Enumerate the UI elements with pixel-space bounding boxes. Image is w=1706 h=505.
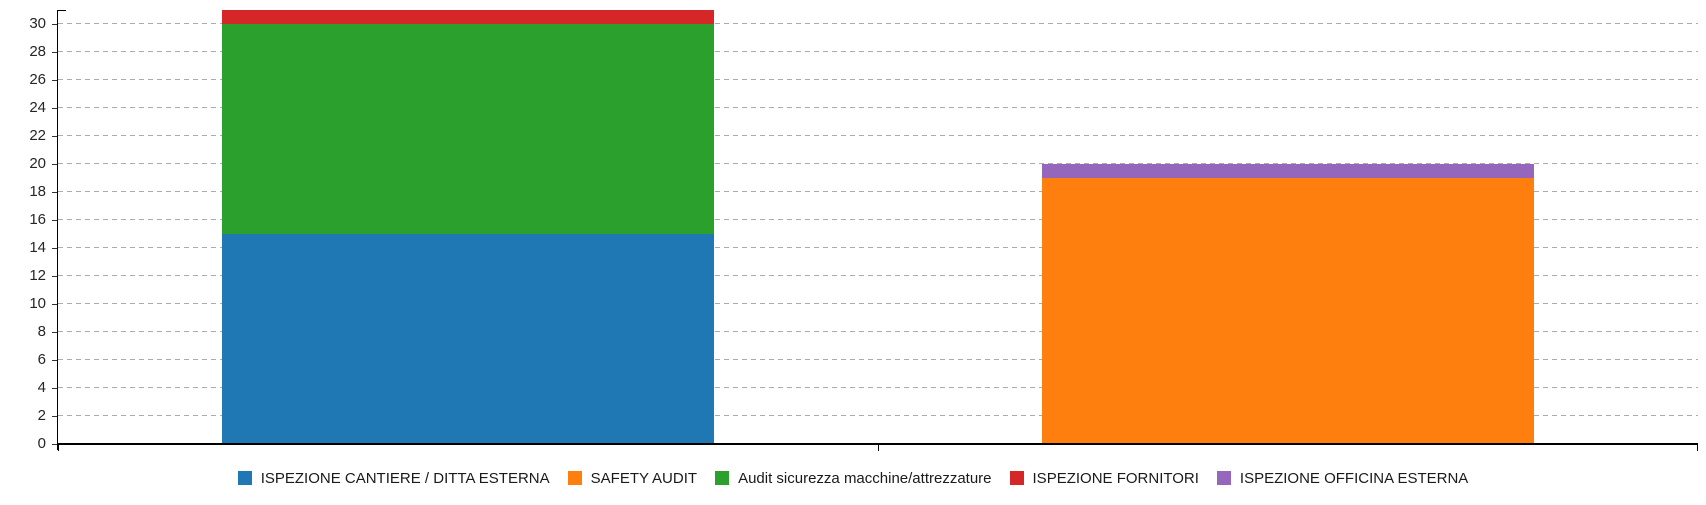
bar-segment[interactable]	[1042, 164, 1534, 178]
y-axis-tick	[52, 248, 58, 249]
legend-item[interactable]: Audit sicurezza macchine/attrezzature	[715, 469, 992, 487]
gridline	[58, 303, 1698, 304]
y-axis-tick	[52, 192, 58, 193]
y-axis-top-cap	[57, 10, 66, 11]
chart-legend: ISPEZIONE CANTIERE / DITTA ESTERNA SAFETY…	[0, 469, 1706, 487]
y-axis-tick	[52, 108, 58, 109]
y-axis-tick-label: 10	[29, 295, 46, 312]
legend-color-swatch-icon	[1216, 471, 1231, 485]
legend-item-label: ISPEZIONE OFFICINA ESTERNA	[1239, 469, 1469, 487]
gridline	[58, 359, 1698, 360]
gridline	[58, 79, 1698, 80]
legend-item-label: SAFETY AUDIT	[590, 469, 698, 487]
gridline	[58, 415, 1698, 416]
y-axis-tick	[52, 360, 58, 361]
bar-segment[interactable]	[222, 24, 714, 234]
y-axis-tick-label: 22	[29, 127, 46, 144]
y-axis-tick	[52, 164, 58, 165]
legend-color-swatch-icon	[237, 471, 252, 485]
gridline	[58, 51, 1698, 52]
legend-item[interactable]: ISPEZIONE OFFICINA ESTERNA	[1216, 469, 1469, 487]
gridline	[58, 387, 1698, 388]
y-axis-tick	[52, 388, 58, 389]
legend-color-swatch-icon	[567, 471, 582, 485]
bar-segment[interactable]	[222, 234, 714, 444]
legend-item-label: ISPEZIONE FORNITORI	[1032, 469, 1199, 487]
gridline	[58, 275, 1698, 276]
x-axis-tick	[58, 444, 59, 451]
y-axis-tick	[52, 220, 58, 221]
y-axis-tick	[52, 304, 58, 305]
y-axis-tick-label: 2	[37, 407, 46, 424]
y-axis-tick-label: 8	[37, 323, 46, 340]
y-axis-line	[57, 10, 58, 450]
y-axis-tick-label: 16	[29, 211, 46, 228]
y-axis: 0 2 4 6 8 10 12 14 16 18 20 22 24 26 28 30	[0, 10, 58, 452]
gridline	[58, 247, 1698, 248]
y-axis-tick-label: 14	[29, 239, 46, 256]
y-axis-tick-label: 26	[29, 71, 46, 88]
gridline	[58, 219, 1698, 220]
bar-segment[interactable]	[222, 10, 714, 24]
gridline	[58, 163, 1698, 164]
y-axis-tick	[52, 80, 58, 81]
y-axis-tick-label: 28	[29, 43, 46, 60]
gridline	[58, 107, 1698, 108]
y-axis-tick	[52, 52, 58, 53]
y-axis-tick	[52, 276, 58, 277]
plot-area	[57, 10, 1698, 451]
y-axis-tick	[52, 444, 58, 445]
legend-color-swatch-icon	[715, 471, 730, 485]
y-axis-tick-label: 20	[29, 155, 46, 172]
y-axis-tick-label: 4	[37, 379, 46, 396]
gridline	[58, 191, 1698, 192]
legend-color-swatch-icon	[1009, 471, 1024, 485]
y-axis-tick	[52, 332, 58, 333]
y-axis-tick	[52, 136, 58, 137]
y-axis-tick-label: 12	[29, 267, 46, 284]
y-axis-tick	[52, 24, 58, 25]
bar-segment[interactable]	[1042, 178, 1534, 444]
gridline	[58, 331, 1698, 332]
gridline	[58, 23, 1698, 24]
legend-item[interactable]: ISPEZIONE FORNITORI	[1009, 469, 1199, 487]
legend-item[interactable]: SAFETY AUDIT	[567, 469, 698, 487]
legend-item[interactable]: ISPEZIONE CANTIERE / DITTA ESTERNA	[237, 469, 550, 487]
legend-item-label: ISPEZIONE CANTIERE / DITTA ESTERNA	[260, 469, 550, 487]
y-axis-tick-label: 0	[37, 435, 46, 452]
y-axis-tick-label: 30	[29, 15, 46, 32]
x-axis-tick	[878, 444, 879, 451]
legend-item-label: Audit sicurezza macchine/attrezzature	[738, 469, 992, 487]
y-axis-tick	[52, 416, 58, 417]
y-axis-tick-label: 24	[29, 99, 46, 116]
gridline	[58, 135, 1698, 136]
y-axis-tick-label: 6	[37, 351, 46, 368]
x-axis-tick	[1697, 444, 1698, 451]
y-axis-tick-label: 18	[29, 183, 46, 200]
